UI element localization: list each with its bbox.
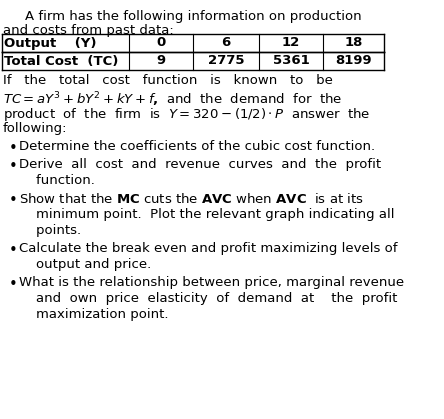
Text: following:: following: xyxy=(3,122,67,135)
Text: •: • xyxy=(9,243,17,258)
Text: Derive  all  cost  and  revenue  curves  and  the  profit: Derive all cost and revenue curves and t… xyxy=(19,158,381,171)
Text: minimum point.  Plot the relevant graph indicating all: minimum point. Plot the relevant graph i… xyxy=(19,208,395,221)
Text: 9: 9 xyxy=(156,54,165,67)
Text: •: • xyxy=(9,193,17,208)
Text: 8199: 8199 xyxy=(336,54,372,67)
Text: Determine the coefficients of the cubic cost function.: Determine the coefficients of the cubic … xyxy=(19,140,375,153)
Text: 2775: 2775 xyxy=(208,54,244,67)
Text: Calculate the break even and profit maximizing levels of: Calculate the break even and profit maxi… xyxy=(19,242,398,255)
Text: •: • xyxy=(9,159,17,174)
Text: Output    (Y): Output (Y) xyxy=(4,36,97,49)
Text: What is the relationship between price, marginal revenue: What is the relationship between price, … xyxy=(19,276,404,289)
Text: A firm has the following information on production: A firm has the following information on … xyxy=(25,10,361,23)
Text: product  of  the  firm  is  $\mathit{Y} = 320-(1/2)\cdot \mathit{P}$  answer  th: product of the firm is $\mathit{Y} = 320… xyxy=(3,106,370,123)
Text: 6: 6 xyxy=(222,36,230,49)
Text: Show that the $\mathbf{MC}$ cuts the $\mathbf{AVC}$ when $\mathbf{AVC}$  is at i: Show that the $\mathbf{MC}$ cuts the $\m… xyxy=(19,192,364,206)
Text: function.: function. xyxy=(19,174,95,187)
Text: •: • xyxy=(9,141,17,156)
Text: and  own  price  elasticity  of  demand  at    the  profit: and own price elasticity of demand at th… xyxy=(19,292,397,305)
Text: and costs from past data:: and costs from past data: xyxy=(3,24,173,37)
Text: Total Cost  (TC): Total Cost (TC) xyxy=(4,54,119,67)
Text: If   the   total   cost   function   is   known   to   be: If the total cost function is known to b… xyxy=(3,74,333,87)
Text: $\mathit{TC} = a\mathit{Y}^3 + b\mathit{Y}^2 + k\mathit{Y} + f$$\mathbf{,}$  and: $\mathit{TC} = a\mathit{Y}^3 + b\mathit{… xyxy=(3,90,342,109)
Text: 12: 12 xyxy=(282,36,300,49)
Text: 5361: 5361 xyxy=(273,54,309,67)
Text: output and price.: output and price. xyxy=(19,258,151,271)
Text: •: • xyxy=(9,277,17,292)
Text: 18: 18 xyxy=(345,36,363,49)
Text: points.: points. xyxy=(19,224,81,237)
Text: maximization point.: maximization point. xyxy=(19,308,169,321)
Text: 0: 0 xyxy=(156,36,166,49)
